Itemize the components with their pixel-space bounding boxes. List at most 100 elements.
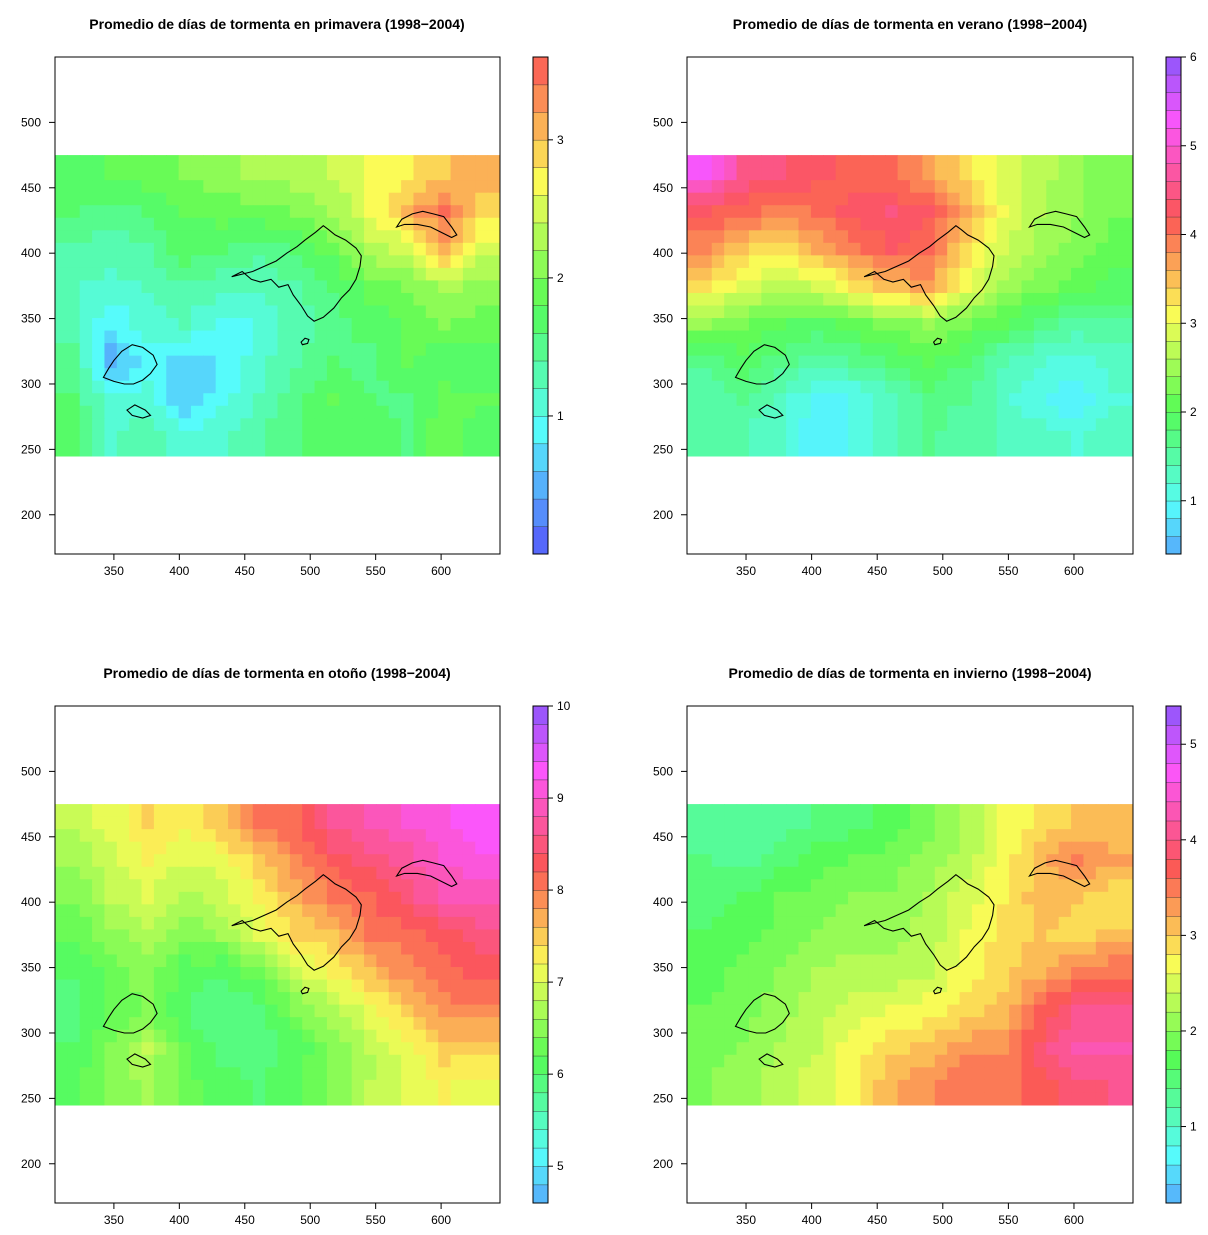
heatmap-cell	[388, 380, 402, 394]
heatmap-cell	[761, 967, 775, 981]
heatmap-cell	[810, 1092, 824, 1106]
heatmap-cell	[922, 430, 936, 444]
heatmap-cell	[711, 941, 725, 956]
heatmap-cell	[351, 292, 365, 307]
heatmap-cell	[104, 929, 118, 943]
heatmap-cell	[326, 967, 340, 981]
heatmap-cell	[314, 217, 328, 231]
heatmap-cell	[302, 155, 316, 169]
heatmap-cell	[178, 992, 192, 1006]
heatmap-cell	[215, 405, 229, 419]
colorbar-segment	[1165, 447, 1182, 466]
heatmap-cell	[240, 355, 254, 369]
heatmap-cell	[1108, 1079, 1122, 1093]
heatmap-cell	[984, 1092, 998, 1106]
heatmap-cell	[116, 430, 130, 444]
heatmap-cell	[823, 1042, 837, 1056]
heatmap-cell	[687, 904, 700, 918]
heatmap-cell	[736, 929, 750, 943]
heatmap-cell	[996, 380, 1010, 394]
heatmap-cell	[339, 841, 353, 855]
heatmap-cell	[1095, 443, 1109, 457]
heatmap-cell	[351, 1017, 365, 1031]
heatmap-cell	[1095, 305, 1109, 319]
heatmap-cell	[848, 155, 862, 169]
heatmap-cell	[711, 255, 725, 269]
heatmap-cell	[1046, 891, 1060, 905]
heatmap-cell	[413, 430, 427, 444]
heatmap-cell	[947, 443, 961, 457]
heatmap-cell	[786, 1029, 800, 1043]
heatmap-cell	[289, 1067, 303, 1081]
heatmap-cell	[1095, 205, 1109, 219]
colorbar-segment	[1165, 269, 1182, 289]
heatmap-cell	[897, 368, 911, 382]
heatmap-cell	[252, 1092, 266, 1106]
heatmap-cell	[761, 941, 775, 956]
heatmap-cell	[351, 418, 365, 432]
heatmap-cell	[104, 866, 118, 880]
heatmap-cell	[996, 267, 1010, 282]
heatmap-cell	[971, 967, 985, 981]
heatmap-cell	[810, 1079, 824, 1093]
heatmap-cell	[79, 443, 93, 457]
heatmap-cell	[67, 242, 81, 256]
heatmap-cell	[129, 967, 143, 981]
heatmap-cell	[711, 192, 725, 206]
colorbar-segment	[1165, 1126, 1182, 1147]
heatmap-cell	[934, 405, 948, 419]
colorbar-segment	[1165, 858, 1182, 879]
heatmap-cell	[885, 904, 899, 918]
heatmap-cell	[872, 230, 886, 244]
heatmap-cell	[860, 929, 874, 943]
heatmap-cell	[141, 292, 155, 307]
heatmap-cell	[1009, 330, 1023, 344]
heatmap-cell	[786, 292, 800, 307]
heatmap-cell	[984, 916, 998, 931]
heatmap-cell	[55, 866, 68, 880]
heatmap-cell	[487, 979, 500, 993]
heatmap-cell	[376, 430, 390, 444]
heatmap-cell	[438, 1079, 452, 1093]
heatmap-cell	[798, 280, 812, 294]
heatmap-cell	[1120, 1079, 1133, 1093]
heatmap-cell	[141, 430, 155, 444]
heatmap-cell	[810, 1017, 824, 1031]
heatmap-cell	[885, 1042, 899, 1056]
heatmap-cell	[1095, 866, 1109, 880]
heatmap-cell	[872, 829, 886, 843]
heatmap-cell	[773, 430, 787, 444]
island-menorca	[395, 859, 458, 888]
heatmap-cell	[1083, 430, 1097, 444]
heatmap-cell	[116, 879, 130, 893]
heatmap-cell	[67, 430, 81, 444]
heatmap-cell	[947, 1092, 961, 1106]
heatmap-cell	[462, 267, 476, 282]
heatmap-cell	[388, 1042, 402, 1056]
heatmap-cell	[1071, 992, 1085, 1006]
heatmap-cell	[1071, 267, 1085, 282]
heatmap-cell	[848, 866, 862, 880]
heatmap-cell	[1071, 1054, 1085, 1068]
heatmap-cell	[848, 330, 862, 344]
heatmap-cell	[104, 192, 118, 206]
heatmap-cell	[959, 954, 973, 968]
heatmap-cell	[166, 292, 180, 307]
heatmap-cell	[129, 916, 143, 931]
heatmap-cell	[326, 443, 340, 457]
heatmap-cell	[1071, 318, 1085, 332]
heatmap-cell	[116, 929, 130, 943]
heatmap-cell	[786, 841, 800, 855]
heatmap-cell	[934, 854, 948, 868]
heatmap-cell	[364, 829, 377, 843]
heatmap-cell	[104, 380, 118, 394]
heatmap-cell	[413, 816, 427, 830]
heatmap-cell	[687, 280, 700, 294]
heatmap-cell	[475, 230, 489, 244]
heatmap-cell	[885, 205, 899, 219]
heatmap-cell	[971, 393, 985, 407]
heatmap-cell	[67, 967, 81, 981]
heatmap-cell	[277, 1067, 291, 1081]
heatmap-cell	[425, 829, 439, 843]
heatmap-cell	[203, 180, 217, 194]
